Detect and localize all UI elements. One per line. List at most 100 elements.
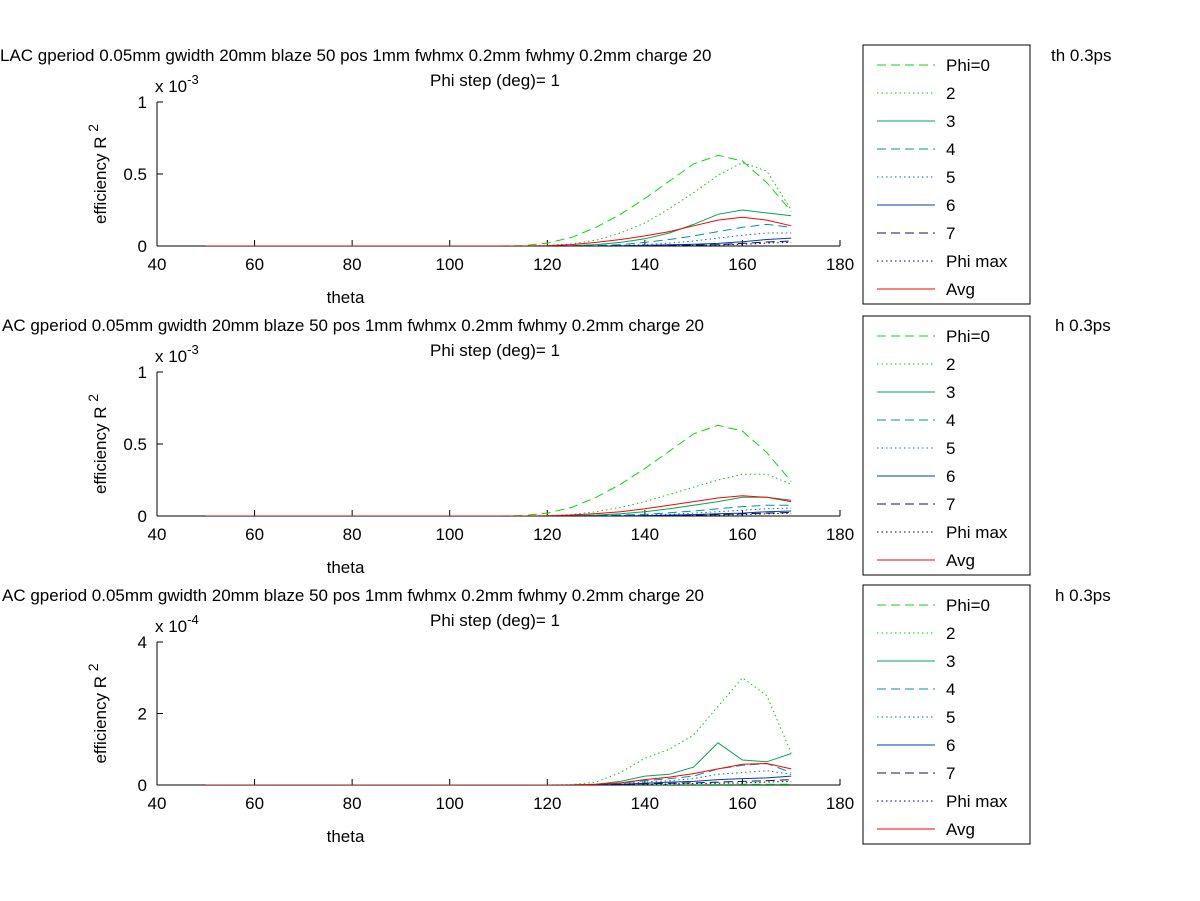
x-axis-label: theta <box>327 558 365 577</box>
x-tick-label: 180 <box>826 794 854 813</box>
x-tick-label: 140 <box>631 255 659 274</box>
x-tick-label: 60 <box>245 255 264 274</box>
y-tick-label: 1 <box>138 363 147 382</box>
x-tick-label: 100 <box>436 525 464 544</box>
x-tick-label: 80 <box>343 525 362 544</box>
series-line-2 <box>205 473 792 516</box>
y-tick-label: 0 <box>138 237 147 256</box>
x-tick-label: 120 <box>533 255 561 274</box>
legend-label: 5 <box>946 439 955 458</box>
series-line-avg <box>205 216 792 246</box>
y-tick-label: 4 <box>138 633 147 652</box>
x-tick-label: 160 <box>728 525 756 544</box>
legend-label: 4 <box>946 140 955 159</box>
legend-label: Phi=0 <box>946 56 990 75</box>
x-tick-label: 100 <box>436 255 464 274</box>
series-line-3 <box>205 496 792 516</box>
x-tick-label: 180 <box>826 525 854 544</box>
y-tick-label: 0.5 <box>123 165 147 184</box>
y-tick-label: 0 <box>138 776 147 795</box>
legend: Phi=0 2 3 4 5 6 7 Phi max Avg <box>862 44 1031 305</box>
series-line-4 <box>205 223 792 246</box>
legend-label: Phi=0 <box>946 596 990 615</box>
legend-label: 3 <box>946 112 955 131</box>
series-line-2 <box>205 677 792 785</box>
legend-label: Avg <box>946 551 975 570</box>
x-tick-label: 80 <box>343 794 362 813</box>
y-tick-label: 1 <box>138 93 147 112</box>
chart-title-line1: AC gperiod 0.05mm gwidth 20mm blaze 50 p… <box>2 586 704 605</box>
x-tick-label: 60 <box>245 525 264 544</box>
legend-label: 3 <box>946 652 955 671</box>
subplot-1: 40 60 80 100 120 140 160 180 0 0.5 1 x 10-3 theta eff… <box>0 44 1112 307</box>
x-tick-label: 160 <box>728 794 756 813</box>
chart-title-line2: Phi step (deg)= 1 <box>430 611 560 630</box>
y-tick-label: 0 <box>138 507 147 526</box>
series-line-phi-0 <box>205 424 792 516</box>
x-tick-label: 60 <box>245 794 264 813</box>
legend-label: 4 <box>946 411 955 430</box>
x-axis-label: theta <box>327 288 365 307</box>
y-tick-label: 0.5 <box>123 435 147 454</box>
legend-label: Phi max <box>946 252 1008 271</box>
series-line-3 <box>205 209 792 246</box>
y-axis-label: efficiency R 2 <box>85 663 110 763</box>
x-tick-label: 120 <box>533 525 561 544</box>
legend-label: Avg <box>946 820 975 839</box>
y-axis-label: efficiency R 2 <box>85 394 110 494</box>
legend-label: 6 <box>946 736 955 755</box>
chart-title-line2: Phi step (deg)= 1 <box>430 71 560 90</box>
legend-label: 2 <box>946 84 955 103</box>
subplot-2: 40 60 80 100 120 140 160 180 0 0.5 1 x 10-3 theta eff… <box>2 315 1111 577</box>
subplot-3: 40 60 80 100 120 140 160 180 0 2 4 x 10-4 theta effic… <box>2 584 1111 846</box>
legend-label: 4 <box>946 680 955 699</box>
chart-title-line1-tail: h 0.3ps <box>1055 316 1111 335</box>
series-line-6 <box>205 775 792 785</box>
legend-label: 2 <box>946 624 955 643</box>
chart-title-line1-tail: th 0.3ps <box>1051 46 1112 65</box>
x-tick-label: 180 <box>826 255 854 274</box>
legend-label: 7 <box>946 495 955 514</box>
legend-label: Phi max <box>946 523 1008 542</box>
legend-label: 3 <box>946 383 955 402</box>
x-tick-label: 40 <box>148 255 167 274</box>
series-line-avg <box>205 495 792 516</box>
x-axis-label: theta <box>327 827 365 846</box>
chart-title-line1: LAC gperiod 0.05mm gwidth 20mm blaze 50 … <box>0 46 711 65</box>
chart-title-line2: Phi step (deg)= 1 <box>430 341 560 360</box>
legend-label: Phi max <box>946 792 1008 811</box>
x-tick-label: 140 <box>631 794 659 813</box>
chart-title-line1-tail: h 0.3ps <box>1055 586 1111 605</box>
legend: Phi=0 2 3 4 5 6 7 Phi max Avg <box>862 584 1031 845</box>
x-tick-label: 40 <box>148 794 167 813</box>
x-tick-label: 160 <box>728 255 756 274</box>
series-line-phi-0 <box>205 154 792 246</box>
legend-label: Phi=0 <box>946 327 990 346</box>
series-line-phi-max <box>205 780 792 785</box>
legend: Phi=0 2 3 4 5 6 7 Phi max Avg <box>862 315 1031 576</box>
x-tick-label: 100 <box>436 794 464 813</box>
y-axis-label: efficiency R 2 <box>85 124 110 224</box>
y-exponent-label: x 10-3 <box>155 72 199 96</box>
legend-label: Avg <box>946 280 975 299</box>
legend-label: 2 <box>946 355 955 374</box>
x-tick-label: 80 <box>343 255 362 274</box>
series-line-2 <box>205 161 792 246</box>
y-tick-label: 2 <box>138 705 147 724</box>
series-line-3 <box>205 742 792 785</box>
legend-label: 5 <box>946 168 955 187</box>
chart-title-line1: AC gperiod 0.05mm gwidth 20mm blaze 50 p… <box>2 316 704 335</box>
legend-label: 7 <box>946 764 955 783</box>
x-tick-label: 140 <box>631 525 659 544</box>
series-line-avg <box>205 762 792 785</box>
legend-label: 7 <box>946 224 955 243</box>
legend-label: 6 <box>946 467 955 486</box>
x-tick-label: 120 <box>533 794 561 813</box>
series-line-4 <box>205 762 792 785</box>
x-tick-label: 40 <box>148 525 167 544</box>
legend-label: 6 <box>946 196 955 215</box>
legend-label: 5 <box>946 708 955 727</box>
y-exponent-label: x 10-4 <box>155 612 199 636</box>
y-exponent-label: x 10-3 <box>155 342 199 366</box>
